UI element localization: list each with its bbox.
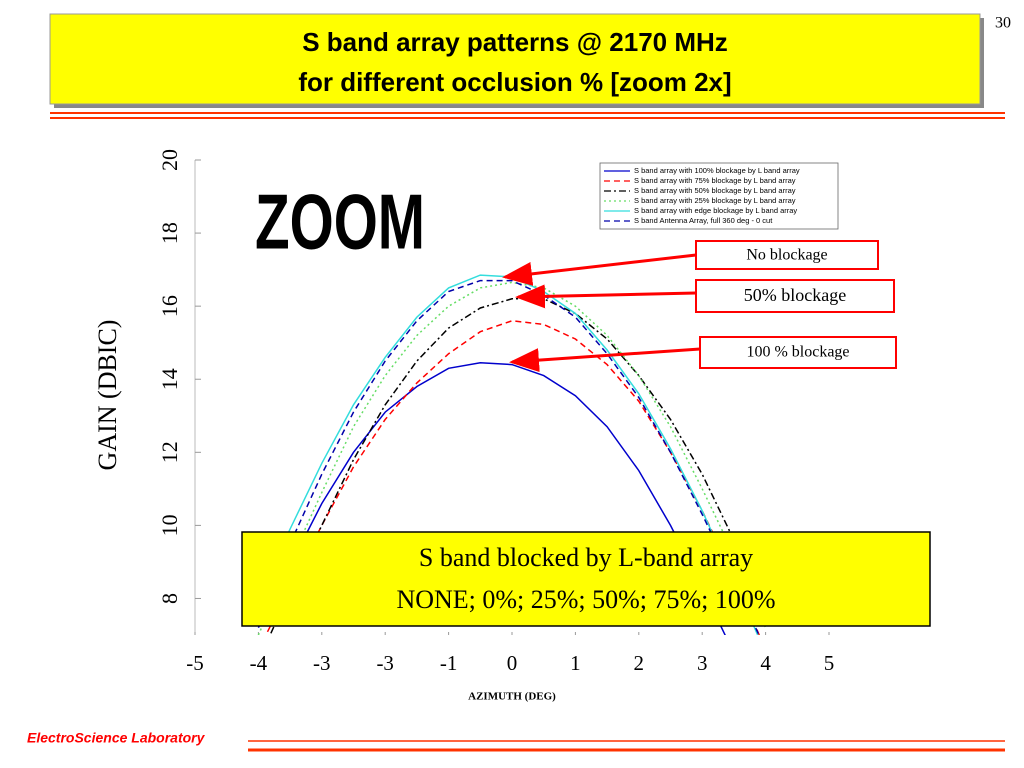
legend-label: S band Antenna Array, full 360 deg - 0 c… bbox=[634, 216, 773, 225]
x-tick-label: 5 bbox=[824, 651, 835, 675]
legend-label: S band array with edge blockage by L ban… bbox=[634, 206, 797, 215]
x-axis-label: AZIMUTH (DEG) bbox=[468, 691, 556, 703]
page-number: 30 bbox=[995, 15, 1011, 32]
legend-label: S band array with 50% blockage by L band… bbox=[634, 186, 796, 195]
y-tick-label: 20 bbox=[157, 149, 182, 171]
callout-text: No blockage bbox=[746, 247, 827, 264]
x-tick-label: 0 bbox=[507, 651, 518, 675]
callout-box bbox=[699, 336, 897, 369]
x-tick-label: -3 bbox=[376, 651, 394, 675]
zoom-label: ZOOM bbox=[255, 178, 425, 266]
x-tick-label: 3 bbox=[697, 651, 708, 675]
legend-label: S band array with 75% blockage by L band… bbox=[634, 176, 796, 185]
callout-box bbox=[695, 240, 879, 270]
x-tick-label: -3 bbox=[313, 651, 331, 675]
footer: ElectroScience Laboratory bbox=[27, 730, 206, 746]
title-line: S band array patterns @ 2170 MHz bbox=[302, 27, 728, 57]
x-tick-label: -5 bbox=[186, 651, 204, 675]
y-tick-label: 18 bbox=[157, 222, 182, 244]
y-tick-label: 16 bbox=[157, 295, 182, 317]
y-tick-label: 10 bbox=[157, 514, 182, 536]
note-line: S band blocked by L-band array bbox=[419, 543, 753, 572]
note-box bbox=[241, 531, 931, 627]
callout-text: 50% blockage bbox=[744, 285, 846, 305]
callout-arrow bbox=[509, 347, 701, 373]
y-tick-label: 12 bbox=[157, 441, 182, 463]
x-tick-label: 4 bbox=[760, 651, 771, 675]
legend-label: S band array with 25% blockage by L band… bbox=[634, 196, 796, 205]
legend: S band array with 100% blockage by L ban… bbox=[599, 162, 839, 230]
callout-arrow bbox=[515, 284, 697, 309]
series-line bbox=[265, 320, 761, 635]
x-tick-label: -4 bbox=[250, 651, 268, 675]
note-line: NONE; 0%; 25%; 50%; 75%; 100% bbox=[396, 585, 775, 614]
y-tick-label: 14 bbox=[157, 368, 182, 390]
legend-box bbox=[599, 162, 839, 230]
x-tick-label: -1 bbox=[440, 651, 458, 675]
x-tick-label: 2 bbox=[634, 651, 645, 675]
callout-arrow bbox=[502, 253, 697, 286]
y-axis-label: GAIN (DBIC) bbox=[93, 320, 122, 471]
callout-text: 100 % blockage bbox=[746, 344, 849, 361]
series-line bbox=[269, 298, 767, 635]
x-tick-label: 1 bbox=[570, 651, 581, 675]
legend-label: S band array with 100% blockage by L ban… bbox=[634, 166, 800, 175]
title-line: for different occlusion % [zoom 2x] bbox=[298, 67, 731, 97]
title-box bbox=[49, 13, 981, 105]
callout-box bbox=[695, 279, 895, 313]
y-tick-label: 8 bbox=[157, 593, 182, 604]
